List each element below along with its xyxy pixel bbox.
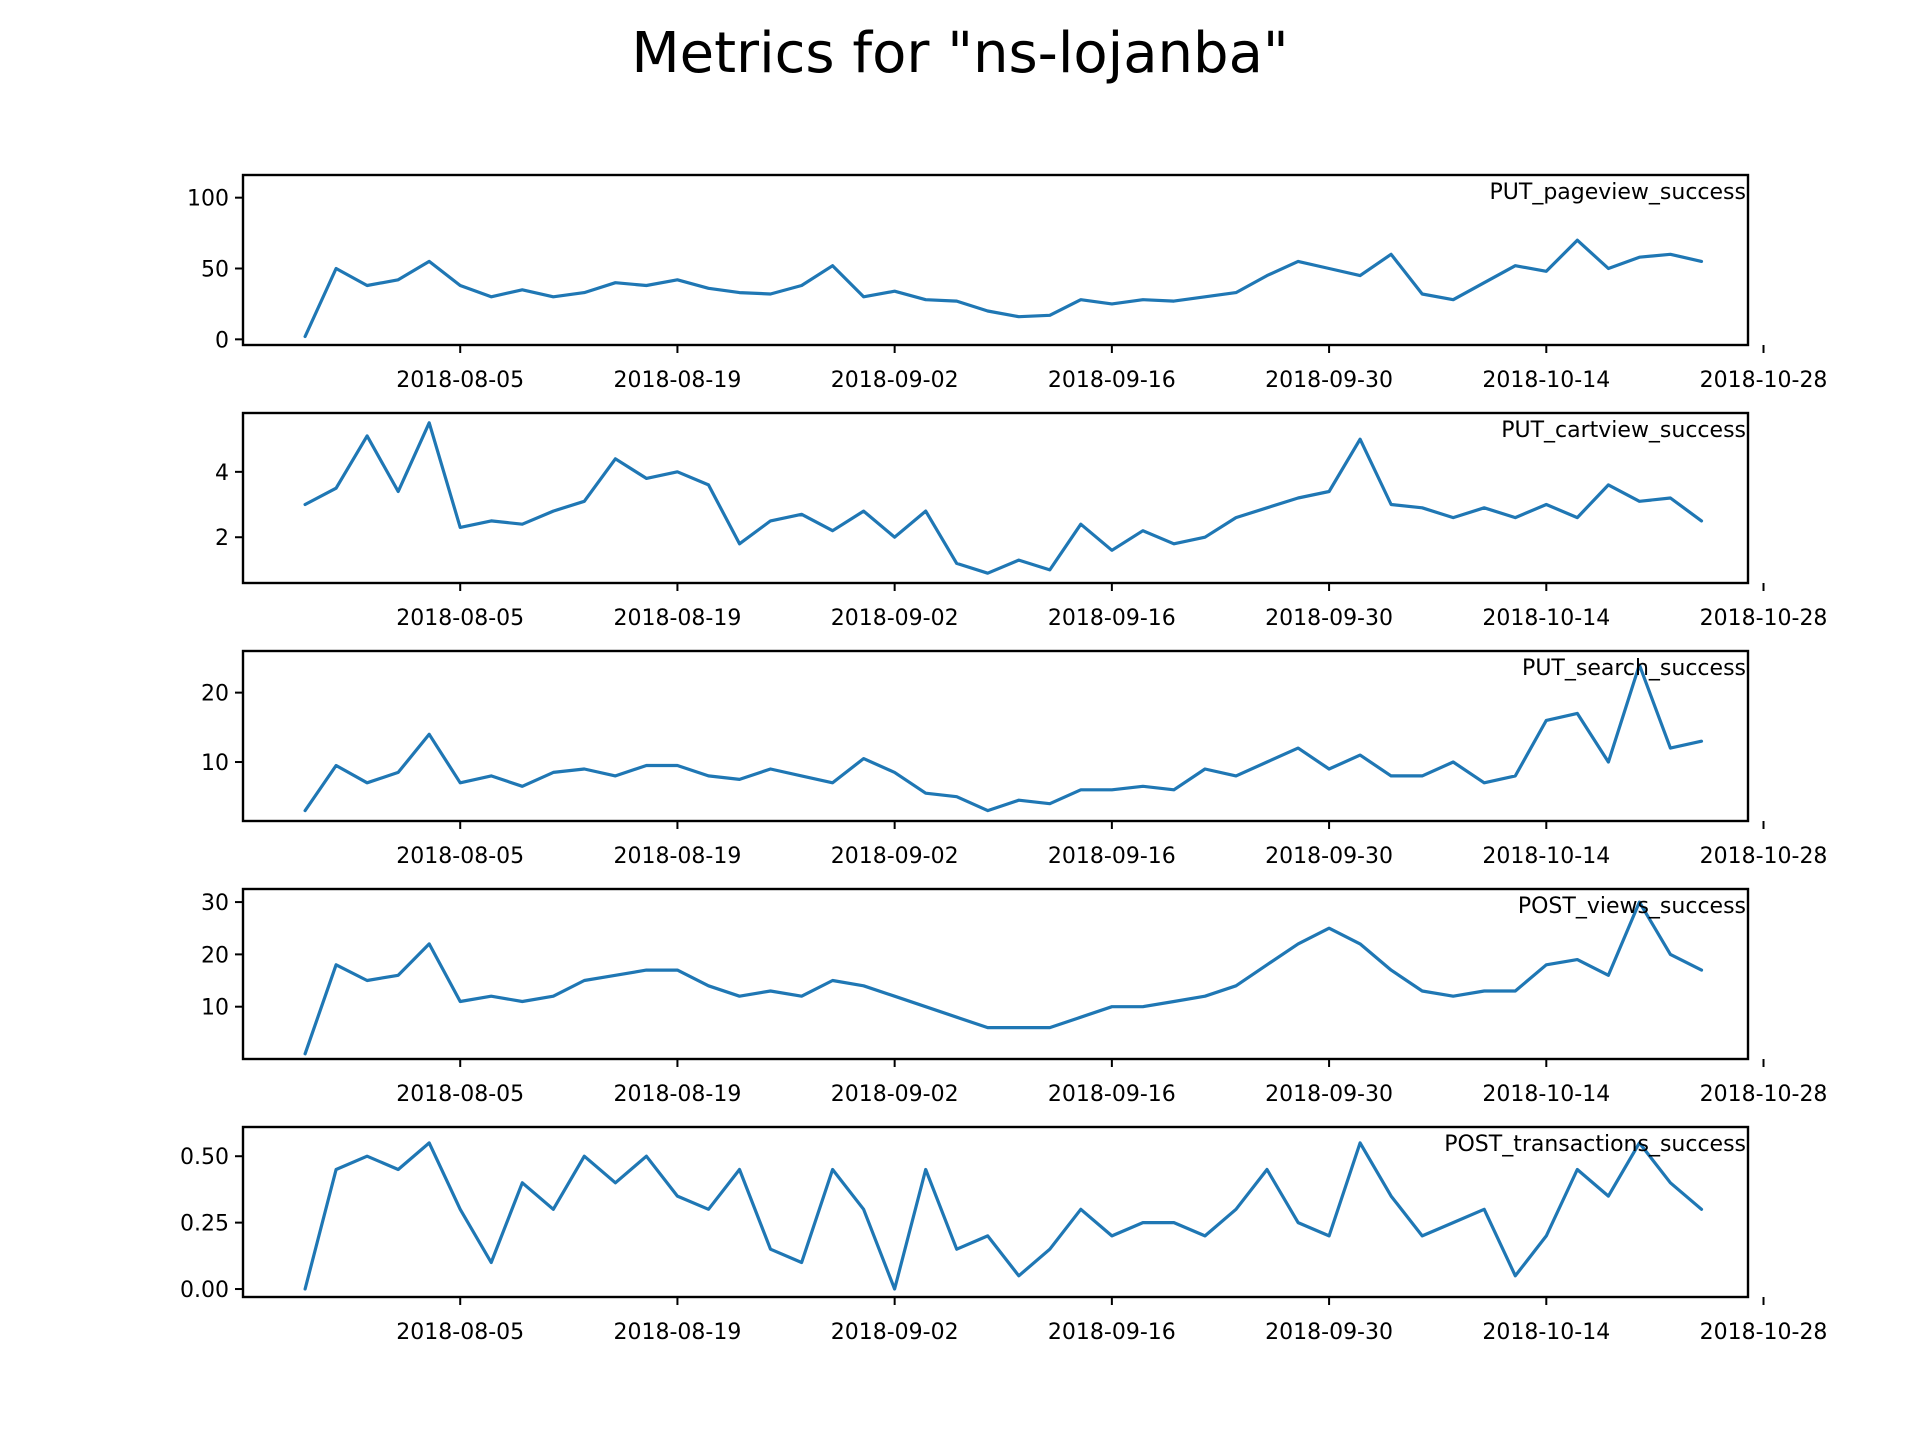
series-line [303,900,1704,1056]
x-tick-label: 2018-08-19 [614,844,742,869]
x-tick-label: 2018-09-30 [1265,1082,1393,1107]
x-tick-label: 2018-10-14 [1482,1320,1610,1345]
series-line [303,663,1704,813]
subplots: 0 50 100 2018-08-05 2018-08-19 2018-09-02 2018… [180,173,1828,1345]
axes-frame [241,173,1750,347]
series-label: PUT_cartview_success [1501,418,1746,443]
x-tick-label: 2018-10-14 [1482,606,1610,631]
x-tick-label: 2018-08-19 [614,1320,742,1345]
x-tick-label: 2018-09-02 [831,1320,959,1345]
y-tick-label: 0 [215,328,229,353]
x-tick-label: 2018-09-30 [1265,368,1393,393]
series-line [303,1141,1704,1291]
x-tick-label: 2018-09-16 [1048,606,1176,631]
x-tick-label: 2018-08-05 [396,1082,524,1107]
x-tick-label: 2018-09-30 [1265,1320,1393,1345]
y-tick-label: 2 [215,526,229,551]
x-tick-label: 2018-08-19 [614,606,742,631]
x-tick-label: 2018-09-16 [1048,1082,1176,1107]
y-tick-label: 20 [201,943,229,968]
x-tick-label: 2018-10-14 [1482,368,1610,393]
y-tick-label: 0.00 [180,1278,229,1303]
x-tick-label: 2018-09-16 [1048,844,1176,869]
x-tick-label: 2018-08-19 [614,1082,742,1107]
x-tick-label: 2018-10-28 [1700,368,1828,393]
x-tick-label: 2018-08-19 [614,368,742,393]
x-tick-label: 2018-10-14 [1482,1082,1610,1107]
y-tick-label: 10 [201,996,229,1021]
subplot-3: 10 20 2018-08-05 2018-08-19 2018-09-02 2018-0… [201,649,1828,869]
subplot-2: 2 4 2018-08-05 2018-08-19 2018-09-02 2018-09-… [215,411,1828,631]
x-tick-label: 2018-08-05 [396,368,524,393]
x-tick-label: 2018-09-30 [1265,606,1393,631]
x-tick-label: 2018-09-02 [831,606,959,631]
subplot-1: 0 50 100 2018-08-05 2018-08-19 2018-09-02 2018… [187,173,1828,393]
y-tick-label: 20 [201,682,229,707]
y-tick-label: 100 [187,187,229,212]
y-tick-label: 10 [201,751,229,776]
y-tick-label: 50 [201,258,229,283]
y-tick-label: 30 [201,891,229,916]
series-line [303,421,1704,575]
axes-frame [241,1125,1750,1299]
x-tick-label: 2018-09-02 [831,844,959,869]
y-tick-label: 4 [215,461,229,486]
subplot-5: 0.00 0.25 0.50 2018-08-05 2018-08-19 2018-09-… [180,1125,1828,1345]
y-tick-label: 0.25 [180,1212,229,1237]
axes-frame [241,887,1750,1061]
y-tick-label: 0.50 [180,1145,229,1170]
x-tick-label: 2018-08-05 [396,844,524,869]
subplot-4: 10 20 30 2018-08-05 2018-08-19 2018-09-02 2018… [201,887,1828,1107]
x-tick-label: 2018-08-05 [396,606,524,631]
x-tick-label: 2018-10-28 [1700,1320,1828,1345]
x-tick-label: 2018-09-30 [1265,844,1393,869]
axes-frame [241,649,1750,823]
x-tick-label: 2018-09-02 [831,368,959,393]
x-tick-label: 2018-10-28 [1700,844,1828,869]
series-label: POST_views_success [1518,894,1746,919]
x-tick-label: 2018-10-28 [1700,606,1828,631]
x-tick-label: 2018-09-16 [1048,368,1176,393]
x-tick-label: 2018-09-02 [831,1082,959,1107]
series-label: POST_transactions_success [1444,1132,1746,1157]
x-tick-label: 2018-10-28 [1700,1082,1828,1107]
x-tick-label: 2018-08-05 [396,1320,524,1345]
series-label: PUT_search_success [1522,656,1746,681]
figure-title: Metrics for "ns-lojanba" [631,21,1288,86]
series-line [303,238,1704,339]
axes-frame [241,411,1750,585]
series-label: PUT_pageview_success [1490,180,1746,205]
x-tick-label: 2018-10-14 [1482,844,1610,869]
x-tick-label: 2018-09-16 [1048,1320,1176,1345]
